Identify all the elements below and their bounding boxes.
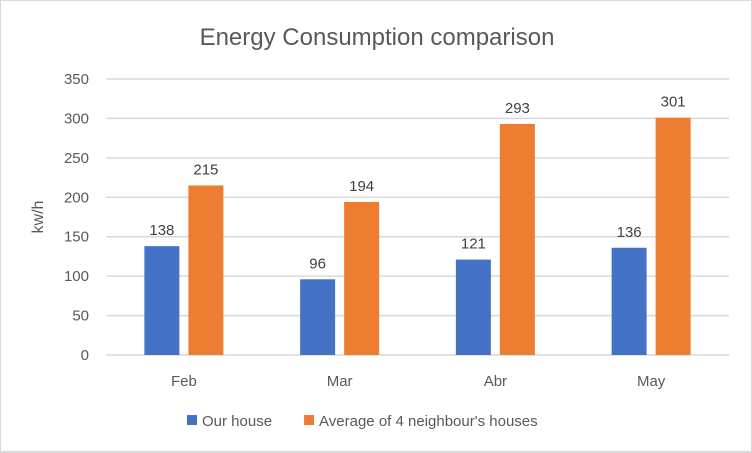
y-tick-label: 300 (64, 110, 89, 127)
y-axis-ticks: 0 50 100 150 200 250 300 350 (64, 71, 89, 364)
bar-mar-series-1 (344, 202, 380, 355)
x-axis-ticks: Feb Mar Abr May (171, 373, 666, 390)
y-axis-label: kw/h (30, 201, 47, 234)
bar-abr-series-0 (455, 259, 491, 355)
data-label: 194 (349, 178, 374, 195)
y-tick-label: 350 (64, 71, 89, 88)
chart-title: Energy Consumption comparison (200, 24, 555, 51)
x-tick-label: Abr (484, 373, 507, 390)
legend-label: Our house (202, 413, 272, 430)
legend-swatch (304, 415, 315, 425)
data-label: 96 (309, 255, 326, 272)
bar-may-series-1 (655, 117, 691, 355)
y-tick-label: 50 (72, 308, 89, 325)
data-label: 121 (461, 236, 486, 253)
bar-mar-series-0 (300, 279, 336, 355)
data-label: 138 (149, 222, 174, 239)
y-tick-label: 0 (81, 347, 89, 364)
data-label: 215 (193, 161, 218, 178)
bar-may-series-0 (611, 247, 647, 355)
bar-feb-series-0 (144, 246, 180, 355)
legend-swatch (187, 415, 197, 425)
bar-feb-series-1 (188, 185, 224, 355)
bars: 138 215 96 194 121 293 136 301 (144, 94, 691, 355)
x-tick-label: Feb (171, 373, 197, 390)
y-tick-label: 100 (64, 268, 89, 285)
legend-label: Average of 4 neighbour's houses (319, 413, 538, 430)
x-tick-label: Mar (327, 373, 353, 390)
y-tick-label: 250 (64, 150, 89, 167)
legend: Our house Average of 4 neighbour's houses (187, 413, 538, 430)
data-label: 301 (661, 94, 686, 111)
data-label: 293 (505, 100, 530, 117)
y-tick-label: 200 (64, 189, 89, 206)
bar-abr-series-1 (499, 123, 535, 355)
x-tick-label: May (637, 373, 666, 390)
data-label: 136 (617, 224, 642, 241)
y-tick-label: 150 (64, 229, 89, 246)
